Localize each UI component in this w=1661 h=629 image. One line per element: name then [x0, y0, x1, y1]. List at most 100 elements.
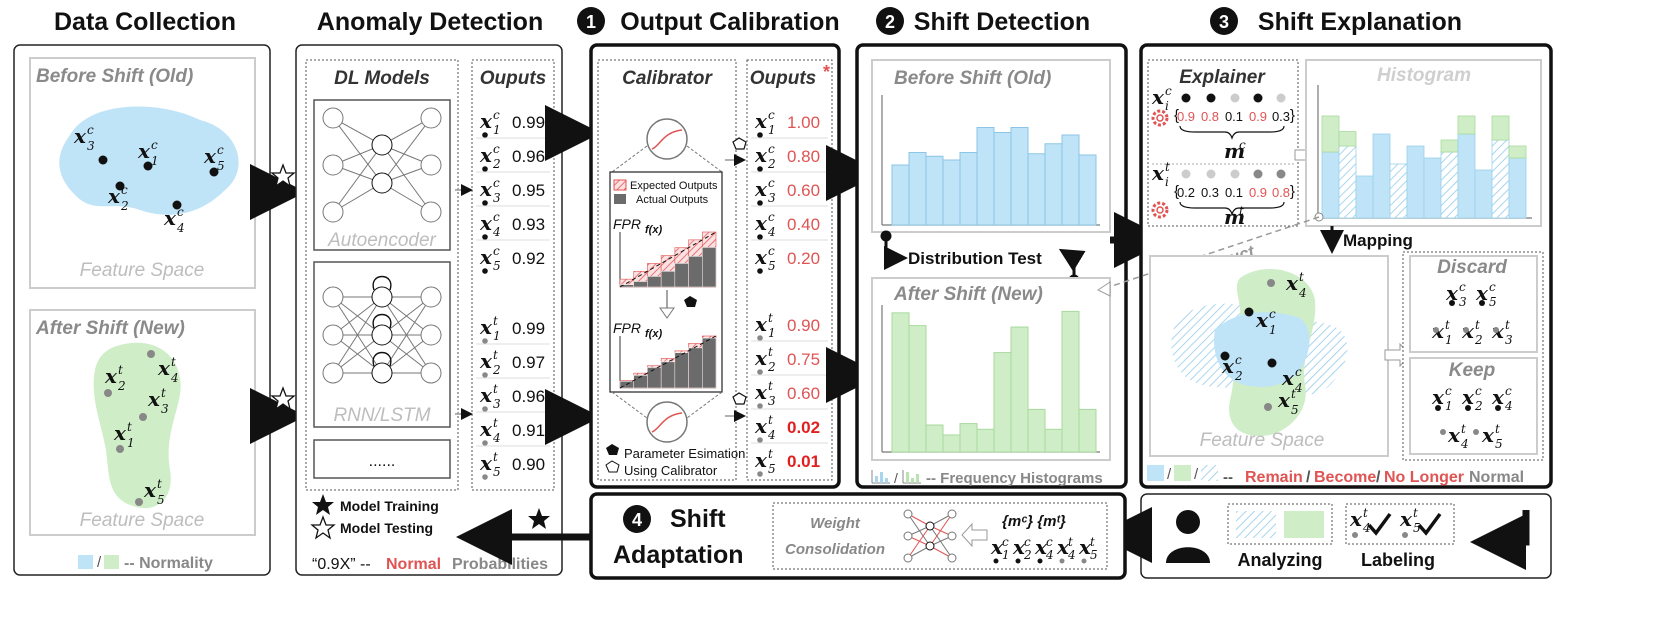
- calibrator-curve-bottom: [651, 412, 683, 433]
- cal-dash-l2: [611, 391, 648, 419]
- explainer-mt: x ti { }: [1151, 160, 1295, 219]
- svg-text:x: x: [147, 387, 161, 411]
- model-testing-label: Model Testing: [340, 520, 433, 536]
- svg-text:x: x: [479, 143, 493, 167]
- svg-text:2: 2: [767, 157, 776, 171]
- histogram-bar: [891, 164, 910, 226]
- hist-become-bar: [1457, 115, 1476, 135]
- svg-text:3: 3: [768, 191, 776, 205]
- histogram-bar: [942, 434, 961, 453]
- analyzing-hatch-swatch: [1236, 511, 1276, 538]
- svg-text:c: c: [768, 176, 775, 190]
- svg-text:x: x: [1285, 271, 1299, 295]
- svg-text:x: x: [1151, 85, 1165, 109]
- check-icon-x4: [1367, 512, 1392, 536]
- ad-outputs-title: Ouputs: [480, 68, 547, 89]
- title-shift-explanation: Shift Explanation: [1258, 8, 1462, 36]
- svg-text:c: c: [87, 123, 94, 137]
- cal-down-arrow-head: [659, 307, 675, 319]
- svg-text:x: x: [107, 184, 121, 208]
- se-legend-sep-1: /: [1167, 466, 1172, 483]
- svg-text:1: 1: [1269, 323, 1277, 337]
- consolidation-label: Consolidation: [785, 541, 885, 558]
- cal-output-row: x c1 1.00: [754, 108, 820, 138]
- freq-hist-label: -- Frequency Histograms: [926, 470, 1103, 487]
- ad-outputs-list: x c1 0.99x c2 0.96x c3 0.95x c4 0.93x c5 0.92x t1 0.…: [476, 108, 550, 480]
- hist-remain-bar: [1372, 133, 1391, 219]
- histogram-bar: [959, 423, 978, 453]
- svg-text:t: t: [1165, 160, 1170, 174]
- histogram-bar: [1078, 154, 1097, 226]
- svg-text:x: x: [754, 312, 768, 336]
- svg-text:2: 2: [120, 199, 129, 213]
- calibrator-title: Calibrator: [622, 68, 713, 89]
- svg-text:t: t: [493, 348, 498, 362]
- svg-text:x: x: [1475, 281, 1489, 305]
- svg-text:4: 4: [767, 428, 776, 442]
- se-legend-sep-4: /: [1376, 469, 1381, 486]
- svg-text:t: t: [171, 355, 176, 369]
- ad-output-row: x t3 0.96: [479, 382, 545, 412]
- histogram-bar: [1061, 310, 1080, 453]
- svg-text:c: c: [1489, 280, 1496, 294]
- ad-output-row: x c1 0.99: [479, 108, 545, 138]
- svg-text:t: t: [493, 382, 498, 396]
- legend-become-swatch: [1174, 465, 1191, 481]
- svg-text:2: 2: [117, 379, 126, 393]
- cal-dash-l1: [611, 145, 648, 173]
- hist-remain-bar: [1389, 163, 1408, 219]
- fpr-actual-bar: [633, 281, 648, 288]
- mc-value: 0.9: [1249, 109, 1267, 124]
- mt-label: m: [1224, 205, 1245, 229]
- cal-output-row: x c2 0.80: [754, 142, 820, 172]
- svg-text:4: 4: [492, 431, 501, 445]
- svg-text:1: 1: [127, 436, 135, 450]
- svg-text:x: x: [1012, 535, 1026, 559]
- svg-text:c: c: [768, 142, 775, 156]
- prob-normal: Normal: [386, 556, 441, 573]
- legend-slash: /: [97, 554, 102, 571]
- svg-text:t: t: [118, 363, 123, 377]
- histogram-bar: [891, 312, 910, 453]
- svg-text:4: 4: [1298, 286, 1307, 300]
- svg-text:x: x: [1277, 388, 1291, 412]
- se-legend-sep-3: /: [1306, 469, 1311, 486]
- svg-text:x: x: [1281, 366, 1295, 390]
- histogram-bar: [1027, 153, 1046, 226]
- svg-text:x: x: [754, 414, 768, 438]
- remain-normal-region: [1214, 312, 1310, 387]
- hist-remain-bar: [1491, 139, 1510, 219]
- svg-text:x: x: [479, 451, 493, 475]
- ad-output-value: 0.95: [512, 181, 545, 200]
- more-models-label: ......: [369, 453, 396, 470]
- svg-text:x: x: [479, 177, 493, 201]
- svg-text:c: c: [1459, 280, 1466, 294]
- svg-text:c: c: [493, 108, 500, 122]
- person-icon: [1166, 510, 1210, 563]
- histogram-bar: [925, 424, 944, 453]
- expected-swatch: [613, 179, 627, 191]
- svg-text:x: x: [203, 144, 217, 168]
- title-data-collection: Data Collection: [54, 8, 236, 36]
- mc-value: 0.9: [1177, 109, 1195, 124]
- freq-hist-slash: /: [894, 470, 898, 486]
- ad-output-row: x c2 0.96: [479, 142, 545, 172]
- fpr-actual-bar: [660, 271, 676, 288]
- svg-text:c: c: [1269, 307, 1276, 321]
- ad-output-row: x c3 0.95: [479, 176, 545, 206]
- svg-text:t: t: [493, 450, 498, 464]
- fpr-sub-1: f(x): [645, 224, 662, 236]
- prob-prefix: “0.9X” --: [312, 556, 371, 573]
- hist-remain-bar: [1321, 151, 1340, 219]
- ad-outputs-box: [471, 59, 555, 491]
- se-legend-dash: --: [1223, 469, 1233, 486]
- labeling-box: [1345, 503, 1455, 545]
- mt-values: 0.2 0.3 0.1 0.9 0.8: [1177, 185, 1290, 200]
- svg-text:x: x: [1481, 423, 1495, 447]
- sd-before-bars: [891, 127, 1097, 226]
- ad-output-value: 0.93: [512, 215, 545, 234]
- svg-text:c: c: [1445, 384, 1452, 398]
- svg-text:x: x: [754, 143, 768, 167]
- svg-text:c: c: [493, 244, 500, 258]
- svg-text:c: c: [121, 183, 128, 197]
